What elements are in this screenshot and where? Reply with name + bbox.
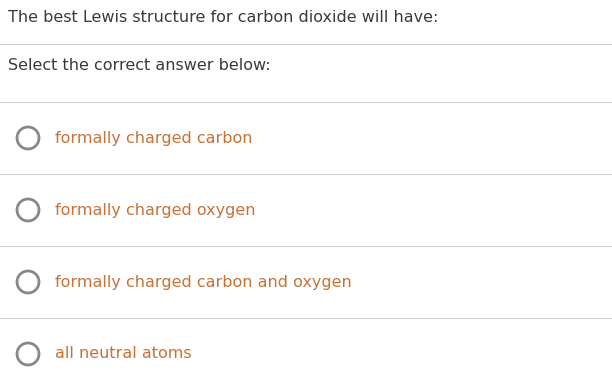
Text: The best Lewis structure for carbon dioxide will have:: The best Lewis structure for carbon diox… [8, 10, 438, 25]
Text: formally charged carbon: formally charged carbon [55, 131, 253, 145]
Text: formally charged oxygen: formally charged oxygen [55, 203, 255, 217]
Text: Select the correct answer below:: Select the correct answer below: [8, 58, 271, 73]
Text: formally charged carbon and oxygen: formally charged carbon and oxygen [55, 274, 352, 289]
Text: all neutral atoms: all neutral atoms [55, 346, 192, 362]
